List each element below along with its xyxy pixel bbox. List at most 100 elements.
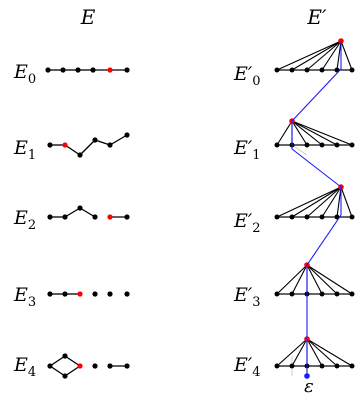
right-graph-fan-edge xyxy=(291,120,338,146)
right-graphs xyxy=(274,38,355,376)
left-graph-e3 xyxy=(47,291,130,297)
right-graph-vertex xyxy=(289,363,295,369)
right-graph-vertex xyxy=(289,291,295,297)
right-graph-e1-prime xyxy=(274,118,355,156)
left-graph-e2-vertex xyxy=(47,214,53,220)
right-graph-vertex xyxy=(319,142,325,148)
svg-text:E1: E1 xyxy=(13,137,36,163)
left-graph-e1 xyxy=(47,132,130,158)
right-graph-faint-edge xyxy=(291,144,308,156)
right-graph-fan-edge xyxy=(306,40,342,71)
right-graph-vertex xyxy=(274,214,280,220)
svg-text:E3: E3 xyxy=(13,284,36,310)
left-graph-e1-edge xyxy=(79,139,96,156)
column-header-e-prime: E′ xyxy=(306,5,327,29)
right-graph-vertex xyxy=(274,142,280,148)
svg-text:E′0: E′0 xyxy=(233,63,260,89)
left-graph-e2-vertex xyxy=(62,214,68,220)
left-graph-e3-vertex xyxy=(62,291,68,297)
left-graph-e4-vertex xyxy=(47,363,53,369)
right-graph-fan-edge xyxy=(340,186,353,218)
right-graph-fan-edge xyxy=(291,40,342,71)
left-graph-e2-vertex xyxy=(124,214,130,220)
right-graph-fan-edge xyxy=(291,338,308,367)
row-label-e1: E1 xyxy=(13,137,36,163)
right-graph-vertex xyxy=(274,291,280,297)
left-graph-e1-edge xyxy=(109,134,128,146)
right-graph-vertex xyxy=(319,363,325,369)
left-graph-e2-edge xyxy=(79,207,96,218)
left-graph-e4-vertex xyxy=(92,363,98,369)
left-graph-e1-vertex xyxy=(107,142,113,148)
svg-text:E′2: E′2 xyxy=(233,210,260,236)
right-graph-vertex xyxy=(334,363,340,369)
right-graph-fan-edge xyxy=(336,40,342,71)
left-graph-e1-vertex xyxy=(77,152,83,158)
right-graph-fan-edge xyxy=(340,40,353,71)
right-graph-fan-edge xyxy=(291,186,342,218)
right-graph-vertex xyxy=(334,142,340,148)
left-graph-e4-edge xyxy=(49,365,66,377)
right-graph-fan-edge xyxy=(291,120,308,146)
right-graph-fan-edge xyxy=(306,338,338,367)
right-graph-fan-edge xyxy=(276,40,342,71)
left-graph-e1-vertex xyxy=(124,132,130,138)
left-graph-e0 xyxy=(45,67,130,73)
right-graph-fan-edge xyxy=(321,40,342,71)
left-graph-e2-vertex xyxy=(77,205,83,211)
right-graph-vertex xyxy=(274,67,280,73)
svg-text:E′4: E′4 xyxy=(233,354,260,380)
right-graph-fan-edge xyxy=(306,186,342,218)
left-graph-e0-vertex xyxy=(75,67,81,73)
left-graph-e0-vertex xyxy=(124,67,130,73)
right-graph-fan-edge xyxy=(306,264,323,295)
left-graph-e3-vertex xyxy=(124,291,130,297)
left-graph-e2-vertex xyxy=(92,214,98,220)
left-graph-e4 xyxy=(47,353,130,379)
right-graph-vertex xyxy=(304,214,310,220)
row-label-e3: E3 xyxy=(13,284,36,310)
right-graph-vertex xyxy=(304,67,310,73)
left-graph-e1-edge xyxy=(64,144,81,156)
column-header-e: E xyxy=(80,5,96,29)
left-graph-e2 xyxy=(47,205,130,220)
right-graph-vertex xyxy=(274,363,280,369)
right-graph-fan-edge xyxy=(321,186,342,218)
row-label-e4: E4 xyxy=(13,354,36,380)
row-label-e2: E2 xyxy=(13,207,36,233)
left-graph-e4-vertex xyxy=(62,353,68,359)
right-graph-fan-edge xyxy=(306,264,353,295)
left-graph-e0-vertex xyxy=(90,67,96,73)
svg-text:E4: E4 xyxy=(13,354,36,380)
left-graph-e0-highlight-vertex xyxy=(107,67,113,73)
left-graph-e4-highlight-vertex xyxy=(77,363,83,369)
right-graph-e2-prime xyxy=(274,184,355,220)
svg-text:E2: E2 xyxy=(13,207,36,233)
path-segment xyxy=(291,68,342,122)
left-graph-e0-vertex xyxy=(45,67,51,73)
svg-text:E′3: E′3 xyxy=(233,284,260,310)
right-graph-vertex xyxy=(289,67,295,73)
path-segment xyxy=(291,148,342,188)
right-graph-e3-prime xyxy=(274,262,355,297)
left-graph-e2-edge xyxy=(64,207,81,218)
right-graph-fan-edge xyxy=(306,338,323,367)
row-label-e4-prime: E′4 xyxy=(233,354,260,380)
right-graph-fan-edge xyxy=(276,186,342,218)
row-label-e0-prime: E′0 xyxy=(233,63,260,89)
left-graph-e4-edge xyxy=(64,365,81,377)
right-graph-vertex xyxy=(289,214,295,220)
row-label-e2-prime: E′2 xyxy=(233,210,260,236)
left-graph-e3-highlight-vertex xyxy=(77,291,83,297)
connecting-path xyxy=(291,41,342,379)
left-graph-e3-vertex xyxy=(107,291,113,297)
left-graph-e4-vertex xyxy=(62,373,68,379)
row-label-e3-prime: E′3 xyxy=(233,284,260,310)
epsilon-vertex xyxy=(304,373,310,379)
left-graph-e4-edge xyxy=(64,355,81,367)
svg-text:E0: E0 xyxy=(13,61,36,87)
left-graph-e1-edge xyxy=(94,139,111,146)
epsilon-label: ε xyxy=(304,376,314,397)
left-graph-e4-vertex xyxy=(107,363,113,369)
